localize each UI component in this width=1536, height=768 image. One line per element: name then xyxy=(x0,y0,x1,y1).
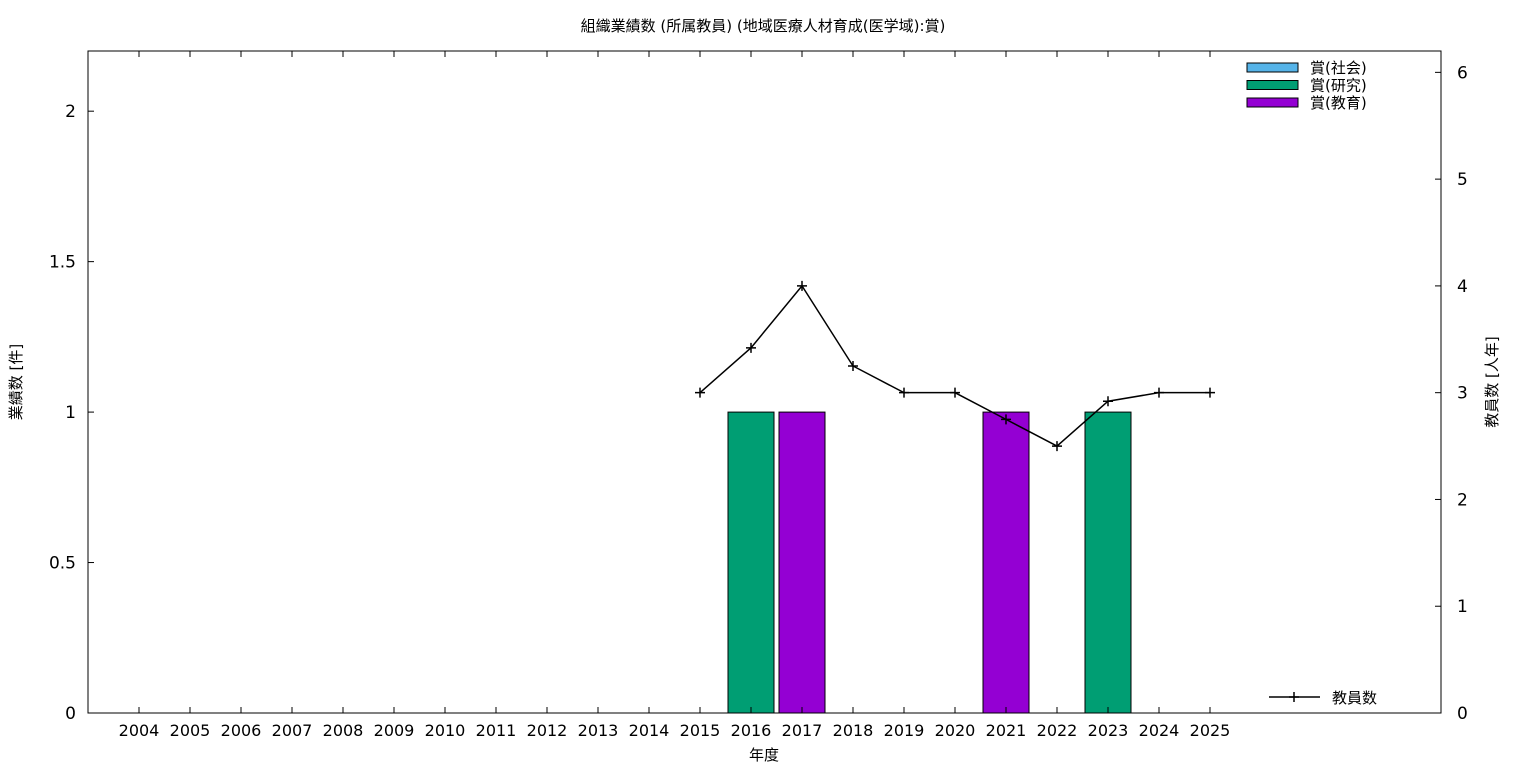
x-tick-label: 2020 xyxy=(935,721,976,740)
y2-tick-label: 1 xyxy=(1457,597,1468,617)
line-legend-label: 教員数 xyxy=(1332,689,1377,707)
y2-tick-label: 0 xyxy=(1457,704,1468,724)
x-tick-label: 2014 xyxy=(629,721,670,740)
line-point xyxy=(1001,414,1011,425)
y2-tick-label: 4 xyxy=(1457,277,1468,297)
y-tick-label: 0 xyxy=(65,704,76,724)
legend-swatch xyxy=(1246,62,1299,73)
legend-label: 賞(社会) xyxy=(1310,59,1367,77)
legend-swatch xyxy=(1246,97,1299,108)
x-tick-label: 2010 xyxy=(425,721,466,740)
line-layer xyxy=(695,280,1215,452)
line-point xyxy=(848,360,858,371)
x-tick-label: 2023 xyxy=(1088,721,1129,740)
y-axis-label: 業績数 [件] xyxy=(7,344,25,420)
line-point xyxy=(695,387,705,398)
x-axis: 2004 2005 2006 2007 2008 2009 2010 2011 2012 2013… xyxy=(119,51,1231,740)
x-tick-label: 2012 xyxy=(527,721,568,740)
y2-axis: 0 1 2 3 4 5 6 xyxy=(1435,63,1468,724)
x-tick-label: 2025 xyxy=(1190,721,1231,740)
y-tick-label: 2 xyxy=(65,102,76,122)
bar xyxy=(778,411,826,714)
y2-tick-label: 2 xyxy=(1457,490,1468,510)
legend-swatch xyxy=(1246,80,1299,90)
x-tick-label: 2009 xyxy=(374,721,415,740)
line-point xyxy=(1154,387,1164,398)
x-tick-label: 2013 xyxy=(578,721,619,740)
legend-label: 賞(教育) xyxy=(1310,94,1367,112)
x-tick-label: 2015 xyxy=(680,721,721,740)
x-tick-label: 2024 xyxy=(1139,721,1180,740)
x-tick-label: 2008 xyxy=(323,721,364,740)
y-tick-label: 1 xyxy=(65,403,76,423)
plot-frame xyxy=(87,50,1442,714)
bar xyxy=(982,411,1030,714)
x-tick-label: 2004 xyxy=(119,721,160,740)
x-tick-label: 2022 xyxy=(1037,721,1078,740)
x-tick-label: 2006 xyxy=(221,721,262,740)
x-tick-label: 2007 xyxy=(272,721,313,740)
x-tick-label: 2016 xyxy=(731,721,772,740)
line-point xyxy=(899,387,909,398)
line-point xyxy=(950,387,960,398)
chart-title: 組織業績数 (所属教員) (地域医療人材育成(医学域):賞) xyxy=(581,17,946,35)
line-point xyxy=(1205,387,1215,398)
y-tick-label: 0.5 xyxy=(49,554,76,574)
x-tick-label: 2021 xyxy=(986,721,1027,740)
y2-axis-label: 教員数 [人年] xyxy=(1483,336,1501,427)
line-series xyxy=(699,284,1210,447)
y2-tick-label: 5 xyxy=(1457,170,1468,190)
line-legend-marker xyxy=(1289,692,1299,702)
legend-label: 賞(研究) xyxy=(1310,77,1367,95)
line-point xyxy=(746,342,756,353)
line-legend: 教員数 xyxy=(1269,689,1377,707)
bar xyxy=(1084,411,1132,714)
line-point xyxy=(1103,396,1113,407)
legend: 賞(社会)賞(研究)賞(教育) xyxy=(1246,59,1367,112)
line-point xyxy=(797,280,807,291)
x-tick-label: 2019 xyxy=(884,721,925,740)
x-tick-label: 2017 xyxy=(782,721,823,740)
bars-layer xyxy=(727,411,1132,714)
bar xyxy=(727,411,775,714)
y-tick-label: 1.5 xyxy=(49,253,76,273)
y-axis: 0 0.5 1 1.5 2 xyxy=(49,102,94,724)
y2-tick-label: 3 xyxy=(1457,384,1468,404)
y2-tick-label: 6 xyxy=(1457,63,1468,83)
x-tick-label: 2005 xyxy=(170,721,211,740)
line-point xyxy=(1052,441,1062,452)
x-tick-label: 2011 xyxy=(476,721,517,740)
x-tick-label: 2018 xyxy=(833,721,874,740)
x-axis-label: 年度 xyxy=(749,746,779,764)
